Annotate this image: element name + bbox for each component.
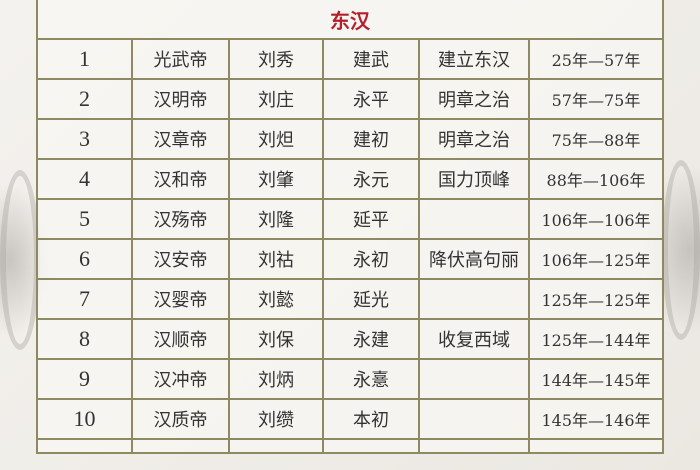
emperor-title-cell: 汉顺帝 bbox=[131, 318, 230, 360]
era-name-cell: 永建 bbox=[322, 318, 420, 360]
notable-event-cell: 收复西域 bbox=[418, 318, 530, 360]
empty-cell bbox=[528, 438, 664, 454]
table-row: 2 汉明帝 刘庄 永平 明章之治 57年—75年 bbox=[36, 78, 664, 120]
era-name-cell: 永平 bbox=[322, 78, 420, 120]
notable-event-cell bbox=[418, 198, 530, 240]
table-title-row: 东汉 bbox=[36, 0, 664, 40]
table-row: 9 汉冲帝 刘炳 永憙 144年—145年 bbox=[36, 358, 664, 400]
notable-event-cell: 降伏高句丽 bbox=[418, 238, 530, 280]
table-row: 1 光武帝 刘秀 建武 建立东汉 25年—57年 bbox=[36, 38, 664, 80]
notable-event-cell bbox=[418, 358, 530, 400]
table-row: 5 汉殇帝 刘隆 延平 106年—106年 bbox=[36, 198, 664, 240]
emperor-name-cell: 刘缵 bbox=[228, 398, 324, 440]
emperor-name-cell: 刘炳 bbox=[228, 358, 324, 400]
notable-event-cell: 明章之治 bbox=[418, 118, 530, 160]
row-number-cell: 7 bbox=[36, 278, 133, 320]
row-number-cell: 6 bbox=[36, 238, 133, 280]
empty-cell bbox=[418, 438, 530, 454]
reign-years-cell: 106年—106年 bbox=[528, 198, 664, 240]
era-name-cell: 延平 bbox=[322, 198, 420, 240]
dynasty-title: 东汉 bbox=[36, 0, 664, 40]
era-name-cell: 建初 bbox=[322, 118, 420, 160]
table-row: 4 汉和帝 刘肇 永元 国力顶峰 88年—106年 bbox=[36, 158, 664, 200]
row-number-cell: 3 bbox=[36, 118, 133, 160]
row-number-cell: 4 bbox=[36, 158, 133, 200]
era-name-cell: 建武 bbox=[322, 38, 420, 80]
row-number-cell: 2 bbox=[36, 78, 133, 120]
emperor-title-cell: 汉冲帝 bbox=[131, 358, 230, 400]
cloud-ornament-right bbox=[662, 160, 700, 340]
emperor-title-cell: 汉安帝 bbox=[131, 238, 230, 280]
empty-cell bbox=[228, 438, 324, 454]
emperor-name-cell: 刘保 bbox=[228, 318, 324, 360]
table-row-cut-off bbox=[36, 438, 664, 454]
era-name-cell: 本初 bbox=[322, 398, 420, 440]
emperor-name-cell: 刘庄 bbox=[228, 78, 324, 120]
emperor-title-cell: 光武帝 bbox=[131, 38, 230, 80]
notable-event-cell bbox=[418, 398, 530, 440]
table-row: 8 汉顺帝 刘保 永建 收复西域 125年—144年 bbox=[36, 318, 664, 360]
reign-years-cell: 25年—57年 bbox=[528, 38, 664, 80]
notable-event-cell: 明章之治 bbox=[418, 78, 530, 120]
notable-event-cell bbox=[418, 278, 530, 320]
table-row: 6 汉安帝 刘祜 永初 降伏高句丽 106年—125年 bbox=[36, 238, 664, 280]
emperor-name-cell: 刘懿 bbox=[228, 278, 324, 320]
reign-years-cell: 125年—125年 bbox=[528, 278, 664, 320]
emperor-name-cell: 刘隆 bbox=[228, 198, 324, 240]
empty-cell bbox=[322, 438, 420, 454]
eastern-han-emperors-table: 东汉 1 光武帝 刘秀 建武 建立东汉 25年—57年 2 汉明帝 刘庄 永平 明章之治 57年—75… bbox=[36, 0, 664, 454]
row-number-cell: 10 bbox=[36, 398, 133, 440]
row-number-cell: 5 bbox=[36, 198, 133, 240]
empty-cell bbox=[131, 438, 230, 454]
emperor-name-cell: 刘肇 bbox=[228, 158, 324, 200]
notable-event-cell: 国力顶峰 bbox=[418, 158, 530, 200]
emperor-title-cell: 汉明帝 bbox=[131, 78, 230, 120]
emperor-name-cell: 刘炟 bbox=[228, 118, 324, 160]
emperor-title-cell: 汉质帝 bbox=[131, 398, 230, 440]
era-name-cell: 永元 bbox=[322, 158, 420, 200]
emperor-title-cell: 汉婴帝 bbox=[131, 278, 230, 320]
notable-event-cell: 建立东汉 bbox=[418, 38, 530, 80]
era-name-cell: 延光 bbox=[322, 278, 420, 320]
reign-years-cell: 125年—144年 bbox=[528, 318, 664, 360]
emperor-name-cell: 刘祜 bbox=[228, 238, 324, 280]
empty-cell bbox=[36, 438, 133, 454]
era-name-cell: 永憙 bbox=[322, 358, 420, 400]
reign-years-cell: 88年—106年 bbox=[528, 158, 664, 200]
emperor-title-cell: 汉殇帝 bbox=[131, 198, 230, 240]
cloud-ornament-left bbox=[0, 170, 40, 350]
reign-years-cell: 75年—88年 bbox=[528, 118, 664, 160]
table-row: 10 汉质帝 刘缵 本初 145年—146年 bbox=[36, 398, 664, 440]
emperor-title-cell: 汉和帝 bbox=[131, 158, 230, 200]
table-row: 7 汉婴帝 刘懿 延光 125年—125年 bbox=[36, 278, 664, 320]
emperor-title-cell: 汉章帝 bbox=[131, 118, 230, 160]
reign-years-cell: 106年—125年 bbox=[528, 238, 664, 280]
reign-years-cell: 144年—145年 bbox=[528, 358, 664, 400]
reign-years-cell: 145年—146年 bbox=[528, 398, 664, 440]
era-name-cell: 永初 bbox=[322, 238, 420, 280]
reign-years-cell: 57年—75年 bbox=[528, 78, 664, 120]
row-number-cell: 1 bbox=[36, 38, 133, 80]
emperor-name-cell: 刘秀 bbox=[228, 38, 324, 80]
row-number-cell: 9 bbox=[36, 358, 133, 400]
table-row: 3 汉章帝 刘炟 建初 明章之治 75年—88年 bbox=[36, 118, 664, 160]
row-number-cell: 8 bbox=[36, 318, 133, 360]
